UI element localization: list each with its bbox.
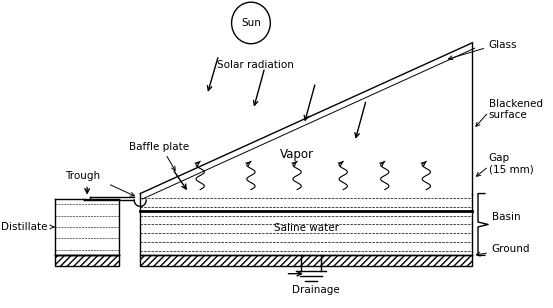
Text: Solar radiation: Solar radiation bbox=[217, 60, 294, 70]
Bar bbox=[55, 255, 119, 266]
Text: Blackened
surface: Blackened surface bbox=[489, 99, 542, 120]
Text: Drainage: Drainage bbox=[291, 285, 340, 295]
Text: Gap
(15 mm): Gap (15 mm) bbox=[489, 153, 533, 175]
Bar bbox=[140, 255, 472, 266]
Text: Basin: Basin bbox=[492, 212, 520, 222]
Text: Ground: Ground bbox=[476, 245, 530, 256]
Text: Saline water: Saline water bbox=[274, 223, 339, 233]
Text: Glass: Glass bbox=[489, 40, 517, 50]
Text: Vapor: Vapor bbox=[280, 148, 314, 160]
Text: Distillate: Distillate bbox=[2, 222, 54, 232]
Text: Baffle plate: Baffle plate bbox=[129, 142, 189, 152]
Text: Trough: Trough bbox=[65, 171, 100, 181]
Text: Sun: Sun bbox=[241, 18, 261, 28]
